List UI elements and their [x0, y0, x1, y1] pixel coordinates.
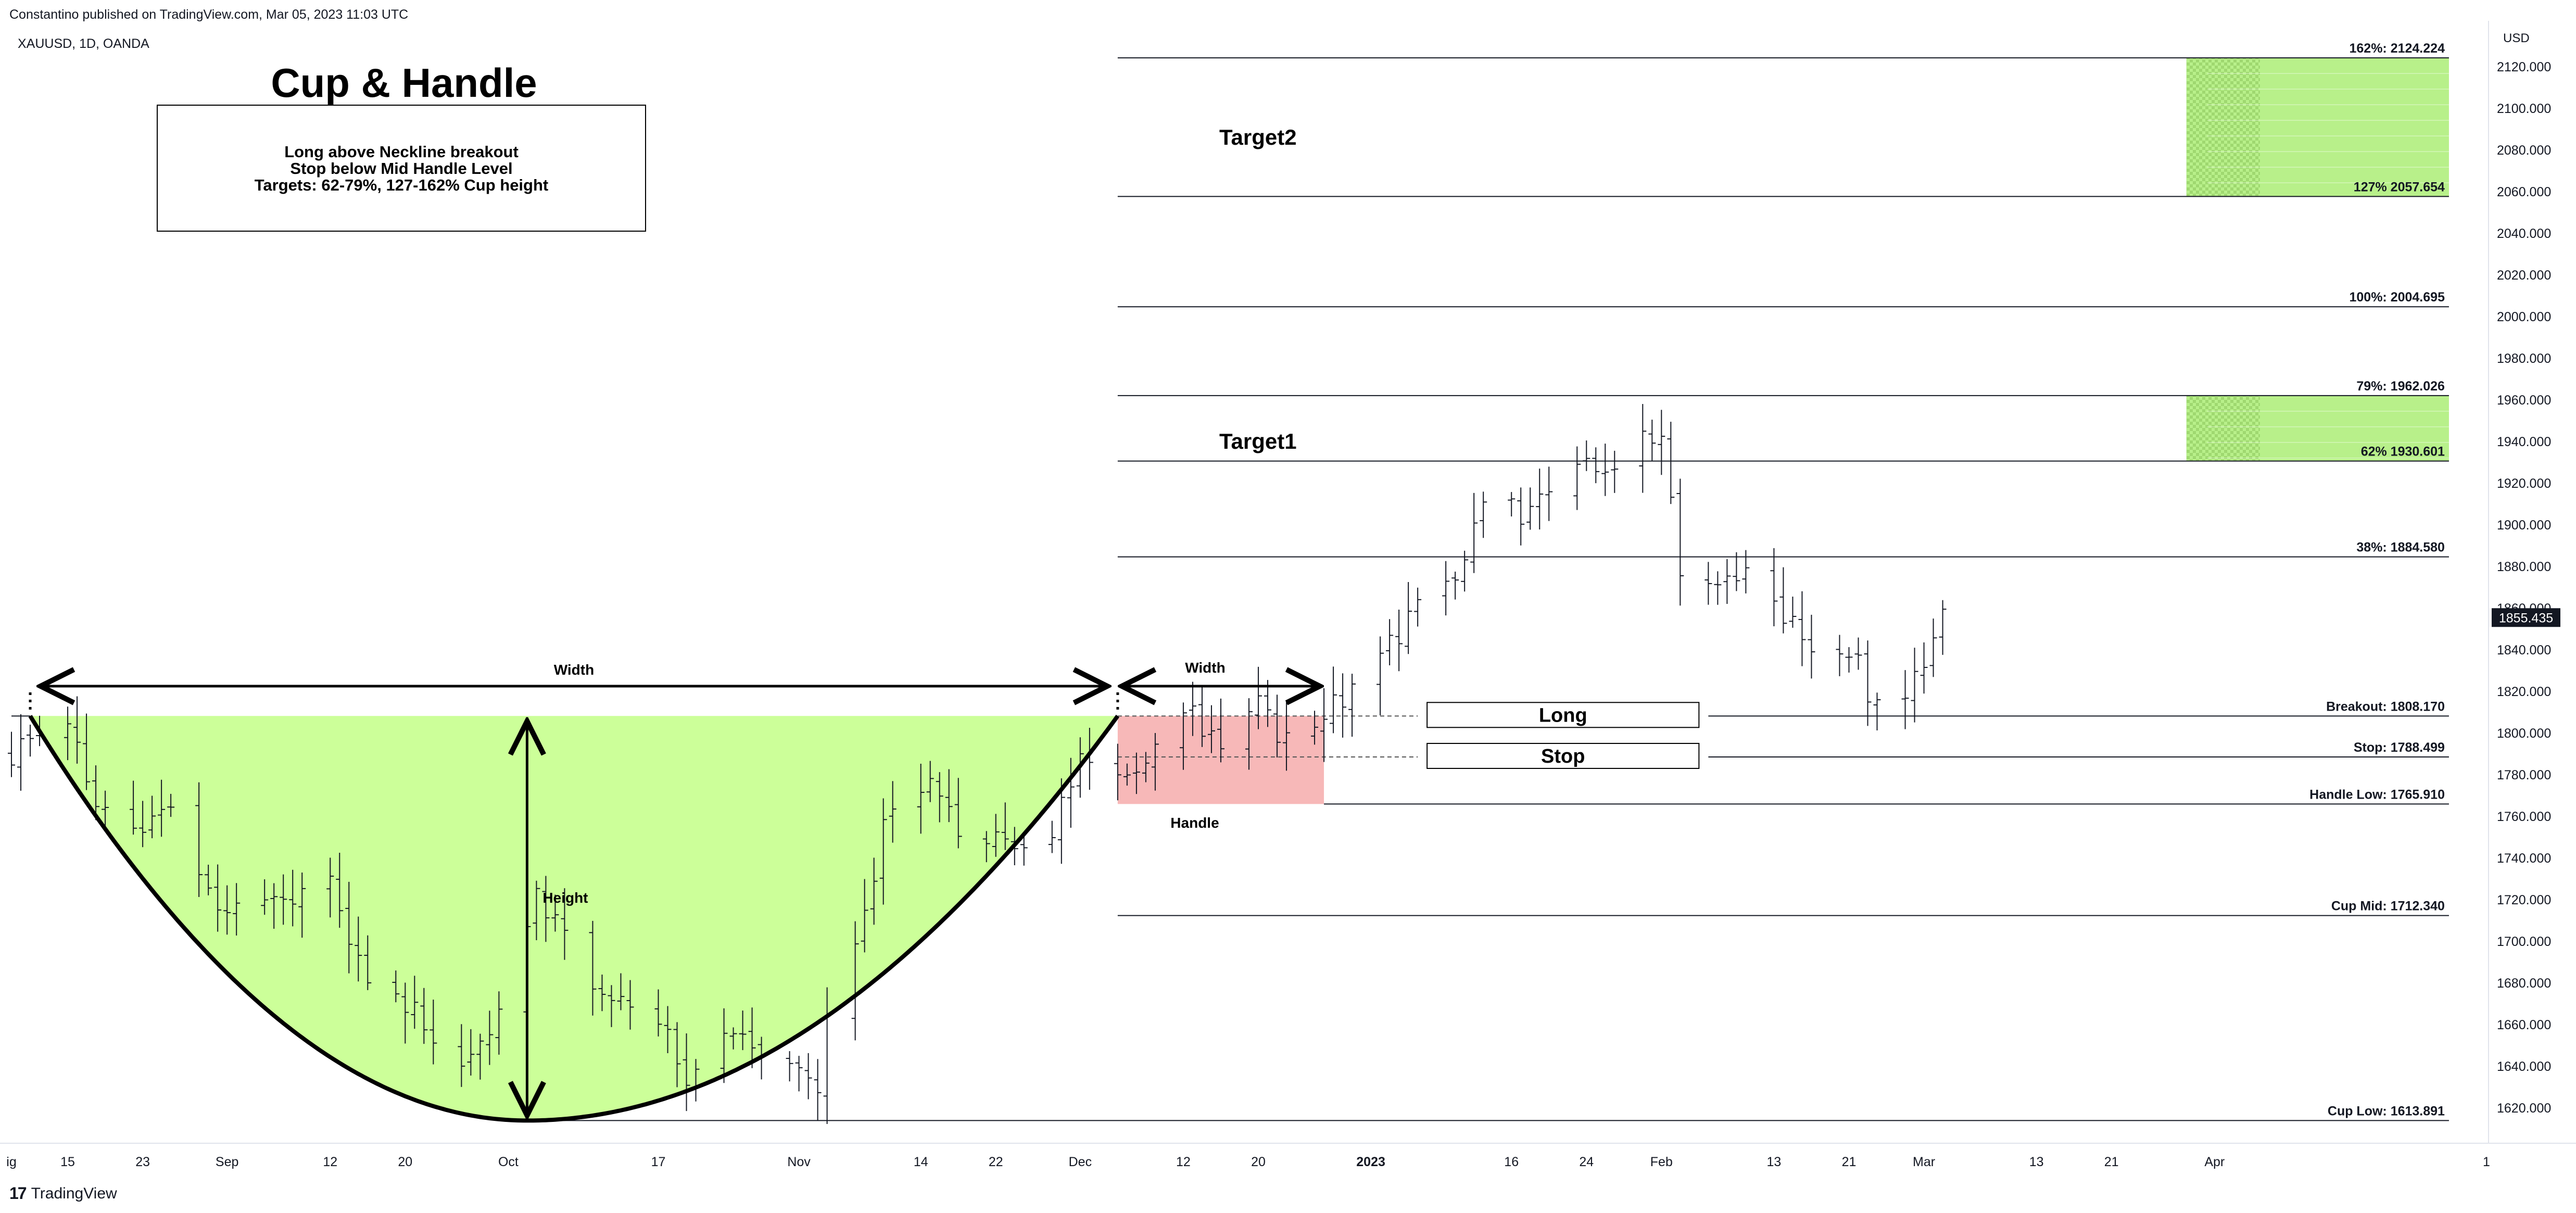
level-label: Cup Low: 1613.891	[2328, 1104, 2445, 1118]
note-line: Long above Neckline breakout	[284, 143, 519, 161]
y-tick-label: 2060.000	[2497, 185, 2551, 199]
x-tick-label: 24	[1579, 1155, 1594, 1169]
x-tick-label: 21	[2104, 1155, 2119, 1169]
x-tick-label: 20	[1251, 1155, 1266, 1169]
x-tick-label: 13	[1767, 1155, 1782, 1169]
x-tick-label: Dec	[1069, 1155, 1092, 1169]
level-label: 62% 1930.601	[2361, 445, 2445, 459]
symbol-label[interactable]: XAUUSD, 1D, OANDA	[18, 36, 149, 51]
currency-label: USD	[2503, 31, 2530, 45]
y-tick-label: 1660.000	[2497, 1018, 2551, 1032]
cup-curve	[28, 714, 1120, 1123]
x-tick-label: 14	[914, 1155, 928, 1169]
target-zone-pattern-1	[2186, 58, 2260, 197]
y-tick-label: 1900.000	[2497, 518, 2551, 533]
note-line: Stop below Mid Handle Level	[290, 159, 512, 178]
y-tick-label: 1640.000	[2497, 1059, 2551, 1074]
level-label: Handle Low: 1765.910	[2309, 787, 2445, 802]
y-tick-label: 1880.000	[2497, 560, 2551, 574]
y-tick-label: 1760.000	[2497, 810, 2551, 824]
x-tick-label: Mar	[1913, 1155, 1935, 1169]
x-tick-label: 15	[60, 1155, 75, 1169]
x-tick-label: 23	[135, 1155, 150, 1169]
y-tick-label: 1840.000	[2497, 643, 2551, 658]
x-tick-label: 1	[2483, 1155, 2490, 1169]
y-tick-label: 2080.000	[2497, 143, 2551, 158]
note-line: Targets: 62-79%, 127-162% Cup height	[255, 176, 549, 194]
y-tick-label: 1980.000	[2497, 351, 2551, 366]
y-tick-label: 1620.000	[2497, 1101, 2551, 1116]
y-tick-label: 2000.000	[2497, 310, 2551, 324]
y-tick-label: 1960.000	[2497, 393, 2551, 408]
y-tick-label: 1820.000	[2497, 685, 2551, 699]
y-tick-label: 2100.000	[2497, 102, 2551, 116]
x-tick-label: Nov	[787, 1155, 811, 1169]
y-tick-label: 1920.000	[2497, 476, 2551, 491]
x-tick-label: ig	[6, 1155, 16, 1169]
level-label: Stop: 1788.499	[2354, 740, 2445, 755]
last-price-badge	[2492, 608, 2560, 627]
x-tick-label: Apr	[2204, 1155, 2225, 1169]
x-tick-label: Oct	[498, 1155, 519, 1169]
x-tick-label: 12	[1176, 1155, 1191, 1169]
x-tick-label: 12	[323, 1155, 337, 1169]
x-tick-label: Feb	[1650, 1155, 1673, 1169]
last-price-label: 1855.435	[2499, 611, 2553, 625]
y-tick-label: 1680.000	[2497, 976, 2551, 991]
y-tick-label: 1800.000	[2497, 726, 2551, 741]
x-tick-label: 17	[651, 1155, 666, 1169]
level-label: 38%: 1884.580	[2356, 540, 2445, 555]
level-label: Breakout: 1808.170	[2326, 699, 2445, 714]
long-label: Long	[1539, 704, 1587, 726]
x-tick-label: 21	[1842, 1155, 1857, 1169]
tradingview-brand: TradingView	[31, 1184, 117, 1202]
y-tick-label: 2120.000	[2497, 60, 2551, 74]
y-tick-label: 2020.000	[2497, 268, 2551, 283]
level-label: 127% 2057.654	[2354, 180, 2445, 194]
x-tick-label: 16	[1504, 1155, 1519, 1169]
target-zone-pattern-2	[2186, 395, 2260, 461]
chart-title: Cup & Handle	[271, 60, 537, 106]
y-tick-label: 1740.000	[2497, 851, 2551, 866]
stop-box	[1426, 743, 1700, 769]
tradingview-logo[interactable]: 17 TradingView	[9, 1184, 117, 1203]
y-tick-label: 1940.000	[2497, 435, 2551, 449]
level-label: 100%: 2004.695	[2349, 290, 2445, 305]
x-tick-label: 22	[989, 1155, 1003, 1169]
level-label: 79%: 1962.026	[2356, 379, 2445, 394]
level-label: 162%: 2124.224	[2349, 41, 2445, 56]
x-tick-label: 13	[2029, 1155, 2044, 1169]
level-label: Cup Mid: 1712.340	[2331, 899, 2445, 914]
long-box	[1426, 702, 1700, 728]
target1-label: Target1	[1219, 429, 1297, 453]
y-tick-label: 2040.000	[2497, 226, 2551, 241]
cup-height-label: Height	[542, 890, 588, 906]
published-header: Constantino published on TradingView.com…	[9, 7, 409, 22]
handle-label: Handle	[1170, 815, 1219, 831]
handle-width-label: Width	[1185, 660, 1226, 676]
stop-label: Stop	[1541, 746, 1585, 767]
y-tick-label: 1780.000	[2497, 768, 2551, 782]
cup-width-label: Width	[554, 662, 595, 678]
tradingview-mark-icon: 17	[9, 1184, 27, 1203]
target2-label: Target2	[1219, 125, 1297, 149]
y-tick-label: 1720.000	[2497, 893, 2551, 907]
x-tick-label: 20	[398, 1155, 412, 1169]
x-tick-label: Sep	[216, 1155, 238, 1169]
x-tick-label: 2023	[1356, 1155, 1385, 1169]
y-tick-label: 1700.000	[2497, 934, 2551, 949]
cup-fill	[30, 716, 1118, 1121]
note-box	[157, 105, 646, 232]
